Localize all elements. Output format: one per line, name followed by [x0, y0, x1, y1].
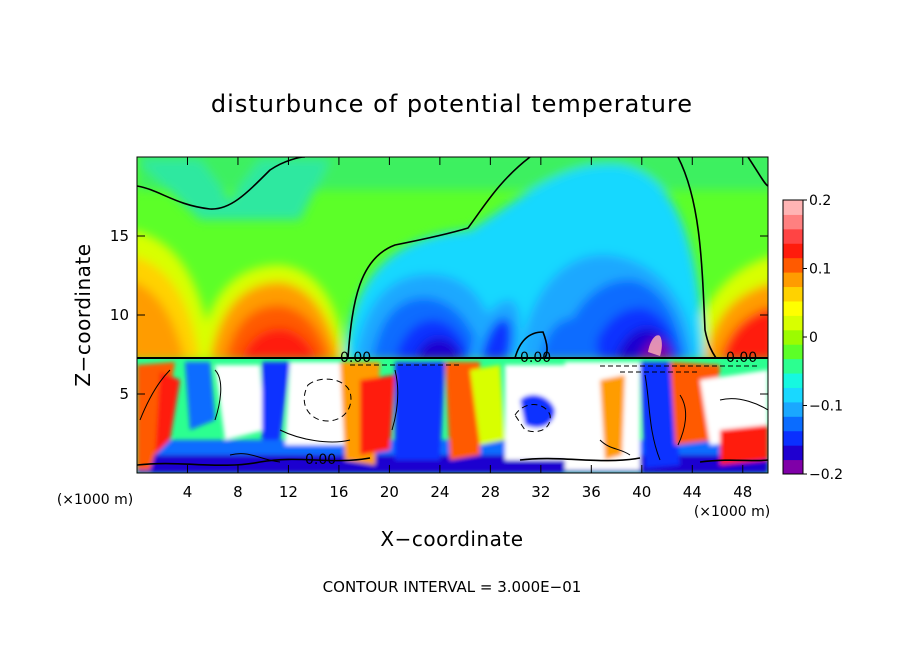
x-tick-label: 36: [582, 483, 601, 501]
colorbar-segment: [783, 430, 803, 446]
colorbar-tick-label: 0.2: [809, 193, 831, 209]
colorbar-segment: [783, 286, 803, 302]
x-tick-label: 44: [683, 483, 702, 501]
x-unit-left: (×1000 m): [57, 492, 133, 508]
x-tick-label: 24: [430, 483, 449, 501]
colorbar-segment: [783, 401, 803, 417]
colorbar-segment: [783, 243, 803, 259]
x-axis: 4 8 12 16 20 24 28 32 36 40 44 48: [183, 157, 752, 501]
colorbar-segment: [783, 257, 803, 273]
colorbar-segment: [783, 315, 803, 331]
x-tick-label: 32: [531, 483, 550, 501]
x-tick-label: 4: [183, 483, 193, 501]
contour-label: 0.00: [726, 350, 757, 366]
colorbar: [782, 199, 804, 475]
colorbar-segment: [783, 387, 803, 403]
y-axis-label: Z−coordinate: [71, 243, 95, 386]
colorbar-tick-label: 0.1: [809, 262, 831, 278]
x-tick-label: 40: [632, 483, 651, 501]
colorbar-tick-label: 0: [809, 330, 818, 346]
colorbar-segment: [783, 358, 803, 374]
colorbar-segment: [783, 272, 803, 288]
y-tick-label: 15: [110, 227, 129, 245]
colorbar-segment: [783, 344, 803, 360]
y-tick-label: 5: [119, 385, 129, 403]
colorbar-segment: [783, 416, 803, 432]
heatmap-field: 0.00 0.00 0.00 0.00: [137, 157, 768, 473]
colorbar-segment: [783, 214, 803, 230]
x-axis-label: X−coordinate: [380, 527, 523, 551]
colorbar-ticks: 0.2 0.1 0 −0.1 −0.2: [803, 193, 843, 483]
colorbar-segment: [783, 445, 803, 461]
chart-title: disturbunce of potential temperature: [211, 90, 693, 118]
x-tick-label: 12: [279, 483, 298, 501]
x-tick-label: 48: [733, 483, 752, 501]
x-tick-label: 28: [481, 483, 500, 501]
y-tick-label: 10: [110, 306, 129, 324]
contour-label: 0.00: [340, 350, 371, 366]
contour-labels: 0.00 0.00 0.00 0.00: [305, 350, 757, 468]
contour-label: 0.00: [305, 452, 336, 468]
x-tick-label: 8: [233, 483, 243, 501]
colorbar-segment: [783, 329, 803, 345]
colorbar-tick-label: −0.1: [809, 399, 843, 415]
colorbar-segment: [783, 200, 803, 215]
colorbar-segment: [783, 228, 803, 244]
contour-interval-note: CONTOUR INTERVAL = 3.000E−01: [323, 578, 582, 596]
colorbar-segment: [783, 300, 803, 316]
colorbar-segment: [783, 373, 803, 388]
colorbar-segment: [783, 459, 803, 475]
x-unit-right: (×1000 m): [694, 504, 770, 520]
x-tick-label: 16: [329, 483, 348, 501]
y-axis: 5 10 15: [110, 227, 768, 403]
colorbar-tick-label: −0.2: [809, 467, 843, 483]
contour-label: 0.00: [520, 350, 551, 366]
x-tick-label: 20: [380, 483, 399, 501]
